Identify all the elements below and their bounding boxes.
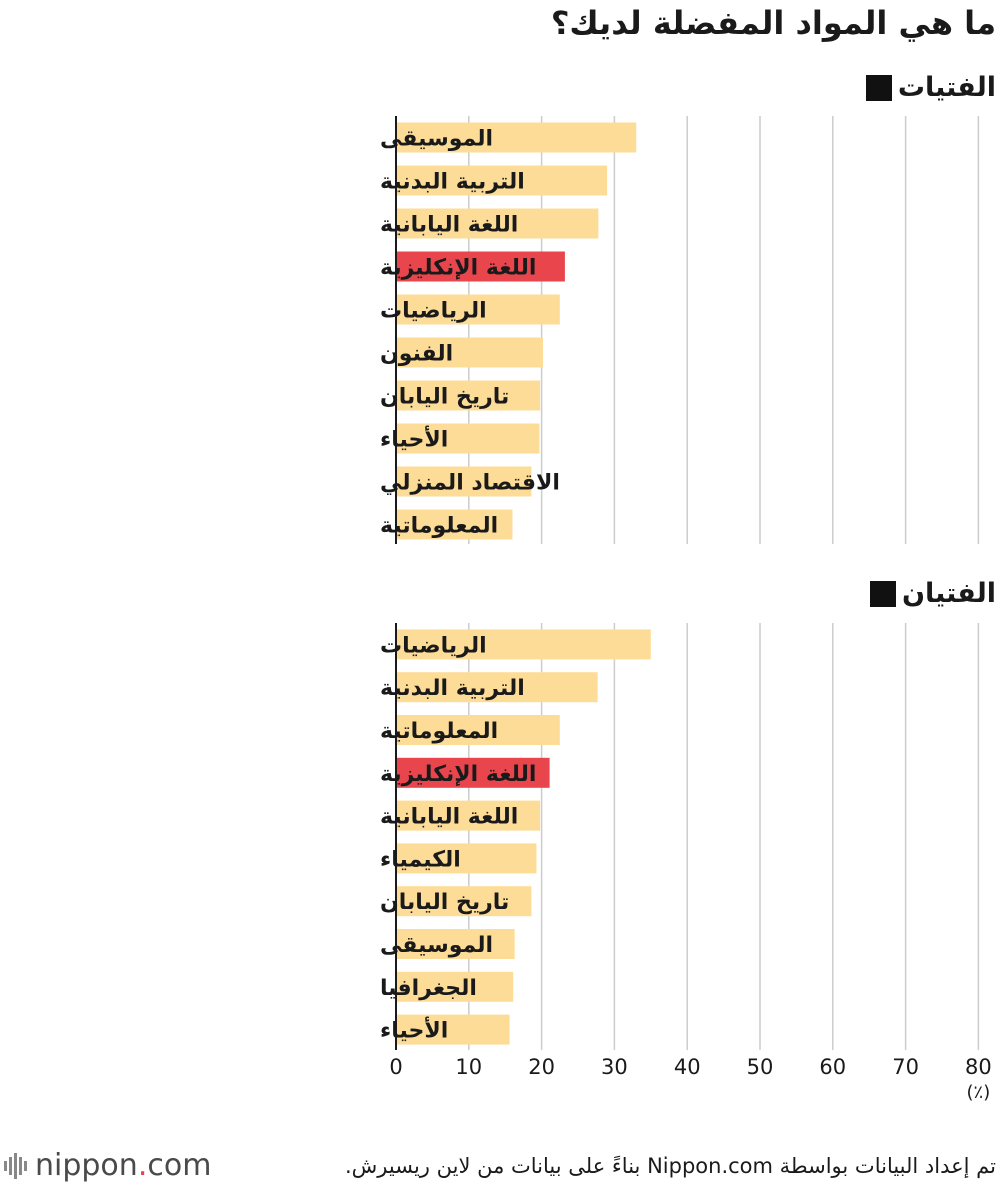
bar bbox=[396, 165, 608, 196]
category-label: المعلوماتية bbox=[380, 514, 498, 539]
bar bbox=[396, 380, 541, 411]
category-label: الموسيقى bbox=[380, 933, 493, 958]
bar bbox=[396, 843, 537, 874]
x-tick-label: 80 bbox=[965, 1055, 992, 1079]
category-label: الموسيقى bbox=[380, 127, 493, 152]
bar bbox=[396, 971, 514, 1002]
x-tick-label: 40 bbox=[674, 1055, 701, 1079]
x-tick-label: 70 bbox=[892, 1055, 919, 1079]
category-label: اللغة الإنكليزية bbox=[380, 762, 536, 787]
category-label: التربية البدنية bbox=[380, 676, 525, 701]
x-tick-label: 20 bbox=[528, 1055, 555, 1079]
category-label: اللغة الإنكليزية bbox=[380, 256, 536, 281]
bar bbox=[396, 672, 598, 703]
bar bbox=[396, 629, 651, 660]
chart-title: ما هي المواد المفضلة لديك؟ bbox=[550, 4, 996, 42]
category-label: الرياضيات bbox=[380, 633, 487, 658]
category-label: الأحياء bbox=[380, 425, 448, 453]
bar bbox=[396, 122, 637, 153]
logo-text: nippon.com bbox=[35, 1148, 212, 1183]
category-label: الأحياء bbox=[380, 1016, 448, 1044]
panel-title-girls: الفتيات bbox=[865, 72, 996, 103]
bar bbox=[396, 423, 540, 454]
bar bbox=[396, 466, 532, 497]
category-label: الاقتصاد المنزلي bbox=[380, 471, 560, 496]
bar bbox=[396, 337, 544, 368]
source-note: تم إعداد البيانات بواسطة Nippon.com بناء… bbox=[344, 1154, 996, 1178]
square-marker-icon bbox=[865, 74, 892, 101]
bar bbox=[396, 757, 550, 788]
category-label: تاريخ اليابان bbox=[380, 385, 509, 410]
bar bbox=[396, 800, 541, 831]
category-label: المعلوماتية bbox=[380, 719, 498, 744]
bar bbox=[396, 886, 532, 917]
x-tick-label: 30 bbox=[601, 1055, 628, 1079]
category-label: الكيمياء bbox=[380, 847, 461, 872]
x-tick-label: 0 bbox=[389, 1055, 402, 1079]
nippon-logo: nippon.com bbox=[4, 1148, 211, 1183]
category-label: الجغرافيا bbox=[380, 976, 477, 1001]
category-label: الفنون bbox=[380, 342, 453, 367]
x-tick-label: 10 bbox=[455, 1055, 482, 1079]
panel-title-girls-text: الفتيات bbox=[897, 72, 996, 103]
category-label: الرياضيات bbox=[380, 299, 487, 324]
category-label: التربية البدنية bbox=[380, 170, 525, 195]
category-label: اللغة اليابانية bbox=[380, 805, 518, 830]
x-tick-label: 60 bbox=[819, 1055, 846, 1079]
x-unit-label: (٪) bbox=[967, 1082, 991, 1103]
panel-title-boys-text: الفتيان bbox=[901, 578, 996, 609]
bar bbox=[396, 715, 560, 745]
x-tick-label: 50 bbox=[747, 1055, 774, 1079]
bar bbox=[396, 251, 565, 282]
bar bbox=[396, 509, 513, 540]
bar bbox=[396, 294, 560, 325]
logo-bars-icon bbox=[4, 1152, 27, 1179]
bar bbox=[396, 208, 599, 239]
category-label: اللغة اليابانية bbox=[380, 213, 518, 238]
bar-chart: الموسيقى التربية البدنية اللغة اليابانية ال… bbox=[380, 116, 992, 1103]
square-marker-icon bbox=[869, 580, 896, 607]
category-label: تاريخ اليابان bbox=[380, 890, 509, 915]
bar bbox=[396, 1014, 510, 1045]
bar bbox=[396, 929, 515, 959]
panel-title-boys: الفتيان bbox=[869, 578, 996, 609]
